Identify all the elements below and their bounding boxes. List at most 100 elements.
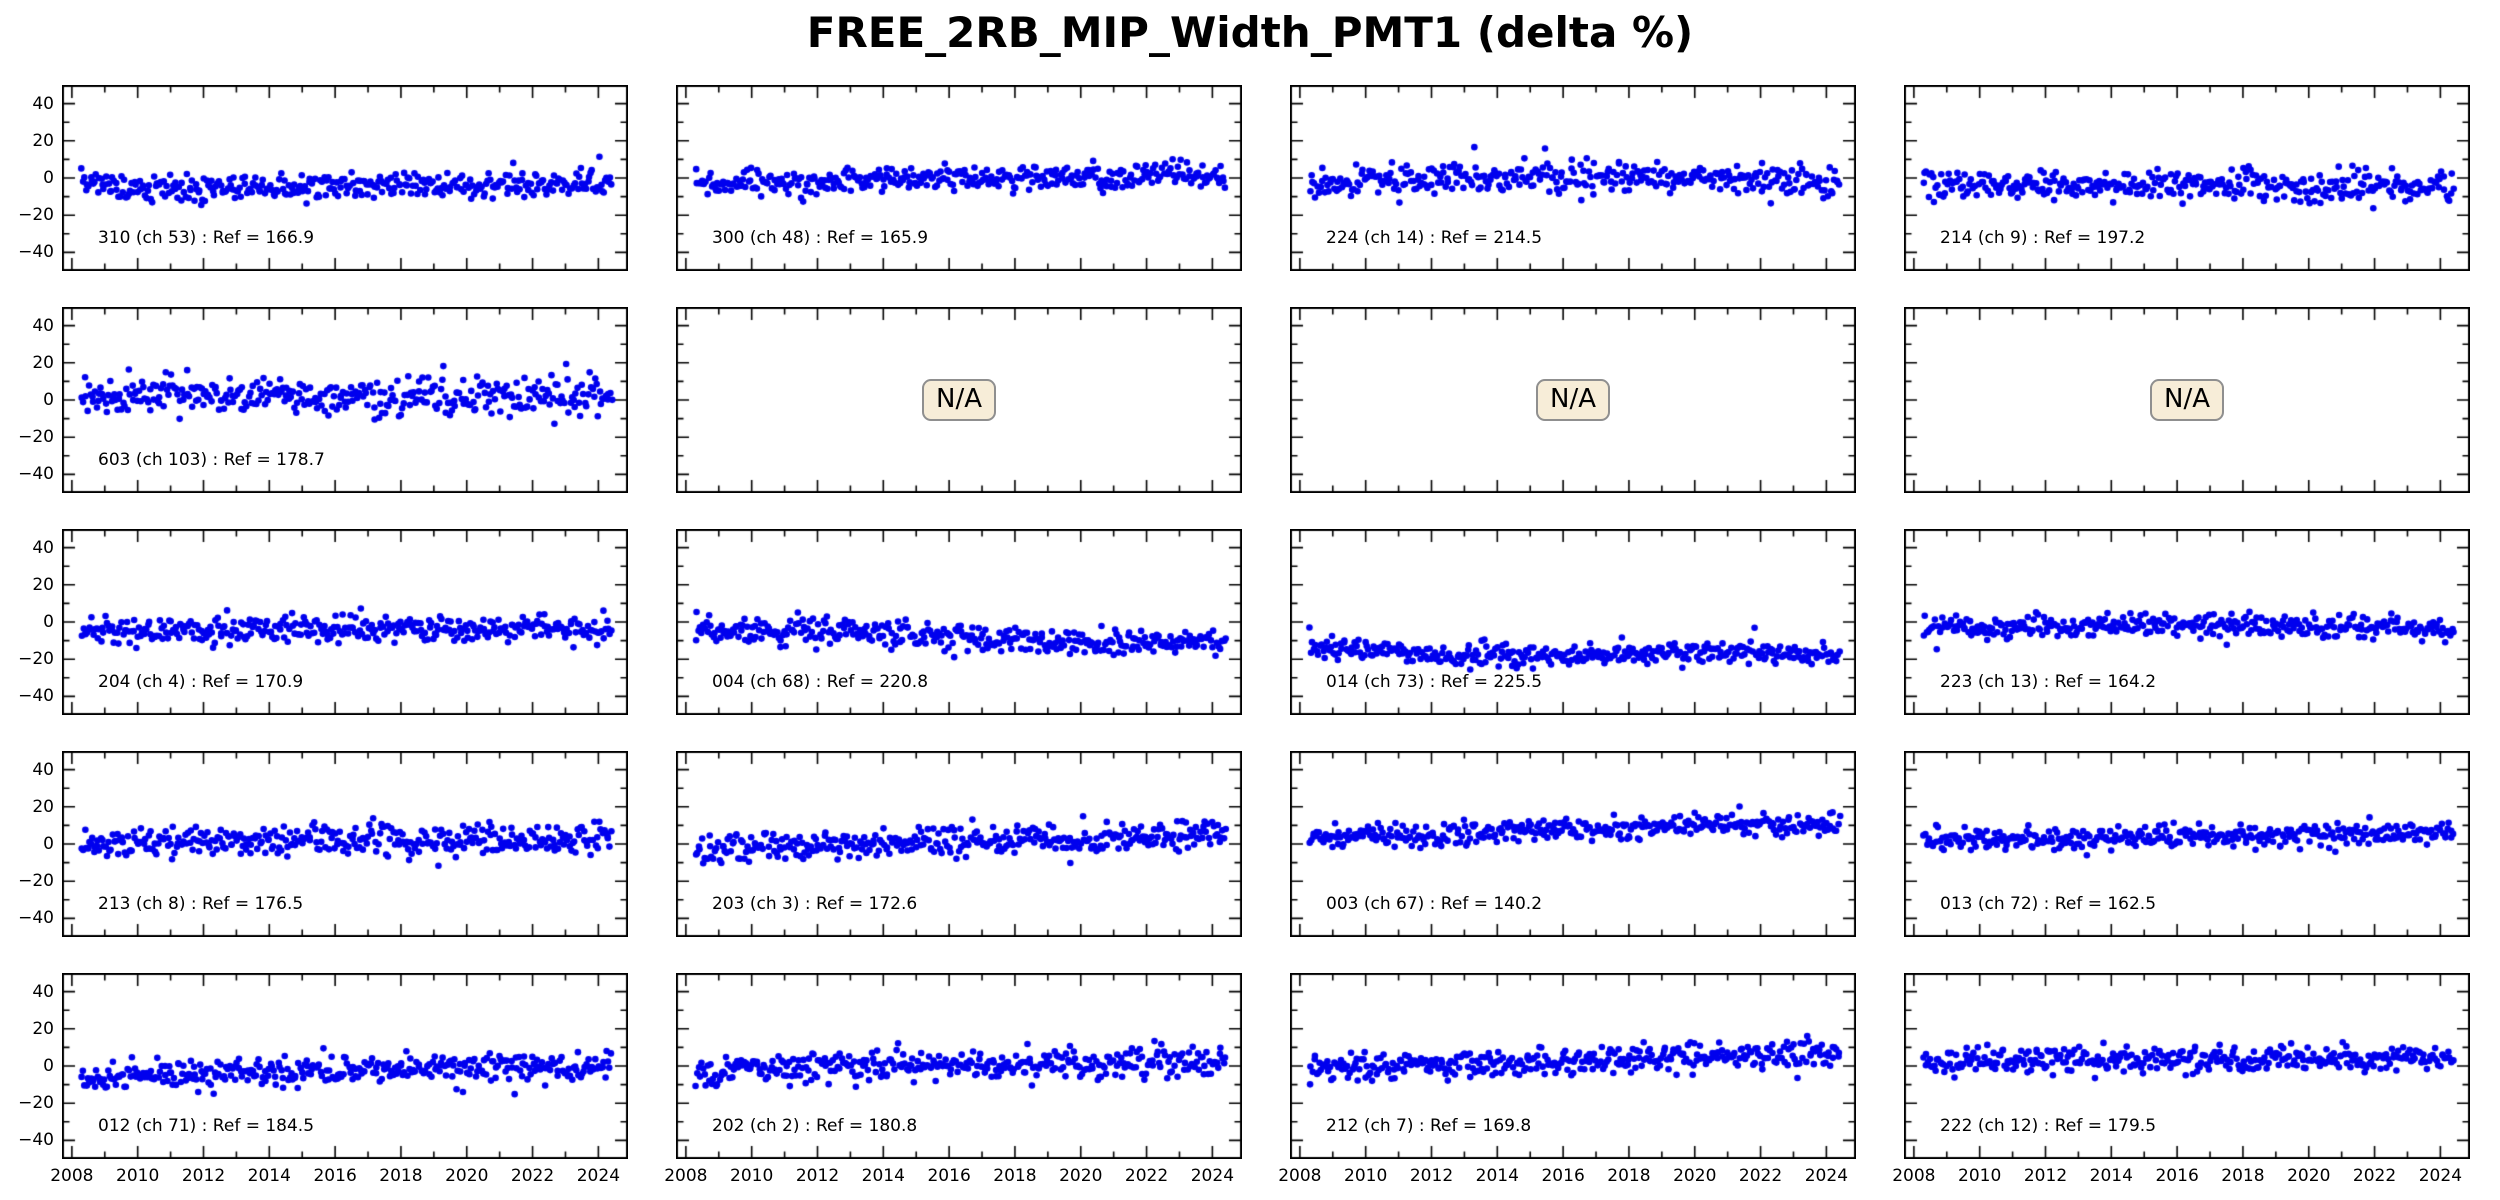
y-axis-tick-label: 20 [32,796,54,817]
y-axis-tick-label: 20 [32,130,54,151]
scatter-plot-canvas [1904,751,2470,937]
y-axis-tick-label: 40 [32,537,54,558]
x-axis-tick-label: 2012 [2023,1166,2068,1186]
x-axis-tick-label: 2020 [445,1166,489,1186]
scatter-plot-canvas [676,529,1242,715]
x-axis-tick-label: 2020 [1673,1166,1717,1186]
channel-ref-label: 213 (ch 8) : Ref = 176.5 [98,894,304,914]
x-axis-tick-label: 2012 [181,1166,226,1186]
subplot-panel-r1-c1: 310 (ch 53) : Ref = 166.9 [62,85,628,271]
y-axis-tick-label: 0 [43,1056,54,1076]
channel-ref-label: 603 (ch 103) : Ref = 178.7 [98,450,325,470]
y-axis-tick-label: −40 [18,1130,54,1151]
x-axis-tick-label: 2024 [1804,1166,1849,1186]
subplot-panel-r4-c3: 003 (ch 67) : Ref = 140.2 [1290,751,1856,937]
y-axis-tick-label: −40 [18,464,54,485]
y-axis-tick-label: 40 [32,93,54,114]
x-axis-tick-label: 2020 [1059,1166,1103,1186]
subplot-panel-r1-c2: 300 (ch 48) : Ref = 165.9 [676,85,1242,271]
scatter-plot-canvas [1290,85,1856,271]
channel-ref-label: 224 (ch 14) : Ref = 214.5 [1326,228,1543,248]
subplot-panel-r3-c4: 223 (ch 13) : Ref = 164.2 [1904,529,2470,715]
y-axis-tick-label: −20 [18,1093,54,1114]
y-axis-tick-label: 0 [43,168,54,188]
y-axis-tick-label: −20 [18,649,54,670]
subplot-panel-r2-c1: 603 (ch 103) : Ref = 178.7 [62,307,628,493]
y-axis-tick-label: 20 [32,574,54,595]
subplot-panel-r1-c4: 214 (ch 9) : Ref = 197.2 [1904,85,2470,271]
x-axis-tick-label: 2014 [2089,1166,2133,1186]
subplot-panel-r1-c3: 224 (ch 14) : Ref = 214.5 [1290,85,1856,271]
subplot-panel-r5-c4: 222 (ch 12) : Ref = 179.5 [1904,973,2470,1159]
subplot-panel-r3-c1: 204 (ch 4) : Ref = 170.9 [62,529,628,715]
channel-ref-label: 310 (ch 53) : Ref = 166.9 [98,228,315,248]
x-axis-tick-label: 2012 [1409,1166,1454,1186]
y-axis-tick-label: 20 [32,1018,54,1039]
x-axis-tick-label: 2018 [1607,1166,1651,1186]
channel-ref-label: 212 (ch 7) : Ref = 169.8 [1326,1116,1532,1136]
x-axis-tick-label: 2010 [1344,1166,1388,1186]
scatter-plot-canvas [1904,973,2470,1159]
channel-ref-label: 203 (ch 3) : Ref = 172.6 [712,894,918,914]
scatter-plot-canvas [1290,973,1856,1159]
scatter-plot-canvas [62,307,628,493]
x-axis-tick-label: 2020 [2287,1166,2331,1186]
scatter-plot-canvas [62,529,628,715]
x-axis-tick-label: 2022 [1738,1166,1783,1186]
x-axis-tick-label: 2024 [576,1166,621,1186]
scatter-plot-canvas [62,973,628,1159]
channel-ref-label: 003 (ch 67) : Ref = 140.2 [1326,894,1543,914]
x-axis-tick-label: 2022 [510,1166,555,1186]
y-axis-tick-label: −40 [18,686,54,707]
scatter-plot-canvas [62,85,628,271]
x-axis-tick-label: 2014 [861,1166,905,1186]
x-axis-tick-label: 2024 [1190,1166,1235,1186]
x-axis-tick-label: 2018 [993,1166,1037,1186]
x-axis-tick-label: 2008 [1892,1166,1936,1186]
scatter-plot-canvas [676,751,1242,937]
y-axis-tick-label: 20 [32,352,54,373]
channel-ref-label: 300 (ch 48) : Ref = 165.9 [712,228,929,248]
subplot-panel-r4-c1: 213 (ch 8) : Ref = 176.5 [62,751,628,937]
channel-ref-label: 223 (ch 13) : Ref = 164.2 [1940,672,2157,692]
y-axis-tick-label: −40 [18,242,54,263]
x-axis-tick-label: 2012 [795,1166,840,1186]
x-axis-tick-label: 2016 [2155,1166,2199,1186]
y-axis-tick-label: 40 [32,981,54,1002]
x-axis-tick-label: 2010 [116,1166,160,1186]
y-axis-tick-label: −40 [18,908,54,929]
x-axis-tick-label: 2018 [2221,1166,2265,1186]
subplot-panel-r5-c3: 212 (ch 7) : Ref = 169.8 [1290,973,1856,1159]
subplot-panel-r5-c1: 012 (ch 71) : Ref = 184.5 [62,973,628,1159]
scatter-plot-canvas [676,973,1242,1159]
scatter-plot-canvas [62,751,628,937]
y-axis-tick-label: 0 [43,834,54,854]
subplot-panel-r2-c4: N/A [1904,307,2470,493]
channel-ref-label: 004 (ch 68) : Ref = 220.8 [712,672,929,692]
y-axis-tick-label: −20 [18,871,54,892]
subplot-panel-r4-c4: 013 (ch 72) : Ref = 162.5 [1904,751,2470,937]
na-badge: N/A [2150,379,2224,421]
channel-ref-label: 222 (ch 12) : Ref = 179.5 [1940,1116,2157,1136]
x-axis-tick-label: 2018 [379,1166,423,1186]
channel-ref-label: 012 (ch 71) : Ref = 184.5 [98,1116,315,1136]
x-axis-tick-label: 2022 [2352,1166,2397,1186]
subplot-panel-r2-c2: N/A [676,307,1242,493]
y-axis-tick-label: 0 [43,612,54,632]
x-axis-tick-label: 2016 [927,1166,971,1186]
x-axis-tick-label: 2010 [730,1166,774,1186]
x-axis-tick-label: 2016 [313,1166,357,1186]
x-axis-tick-label: 2022 [1124,1166,1169,1186]
na-badge: N/A [922,379,996,421]
channel-ref-label: 214 (ch 9) : Ref = 197.2 [1940,228,2146,248]
subplot-panel-r5-c2: 202 (ch 2) : Ref = 180.8 [676,973,1242,1159]
scatter-plot-canvas [676,85,1242,271]
subplot-panel-r3-c3: 014 (ch 73) : Ref = 225.5 [1290,529,1856,715]
channel-ref-label: 202 (ch 2) : Ref = 180.8 [712,1116,918,1136]
channel-ref-label: 014 (ch 73) : Ref = 225.5 [1326,672,1543,692]
y-axis-tick-label: 40 [32,759,54,780]
subplot-panel-r2-c3: N/A [1290,307,1856,493]
figure-title: FREE_2RB_MIP_Width_PMT1 (delta %) [806,8,1694,57]
x-axis-tick-label: 2014 [247,1166,291,1186]
